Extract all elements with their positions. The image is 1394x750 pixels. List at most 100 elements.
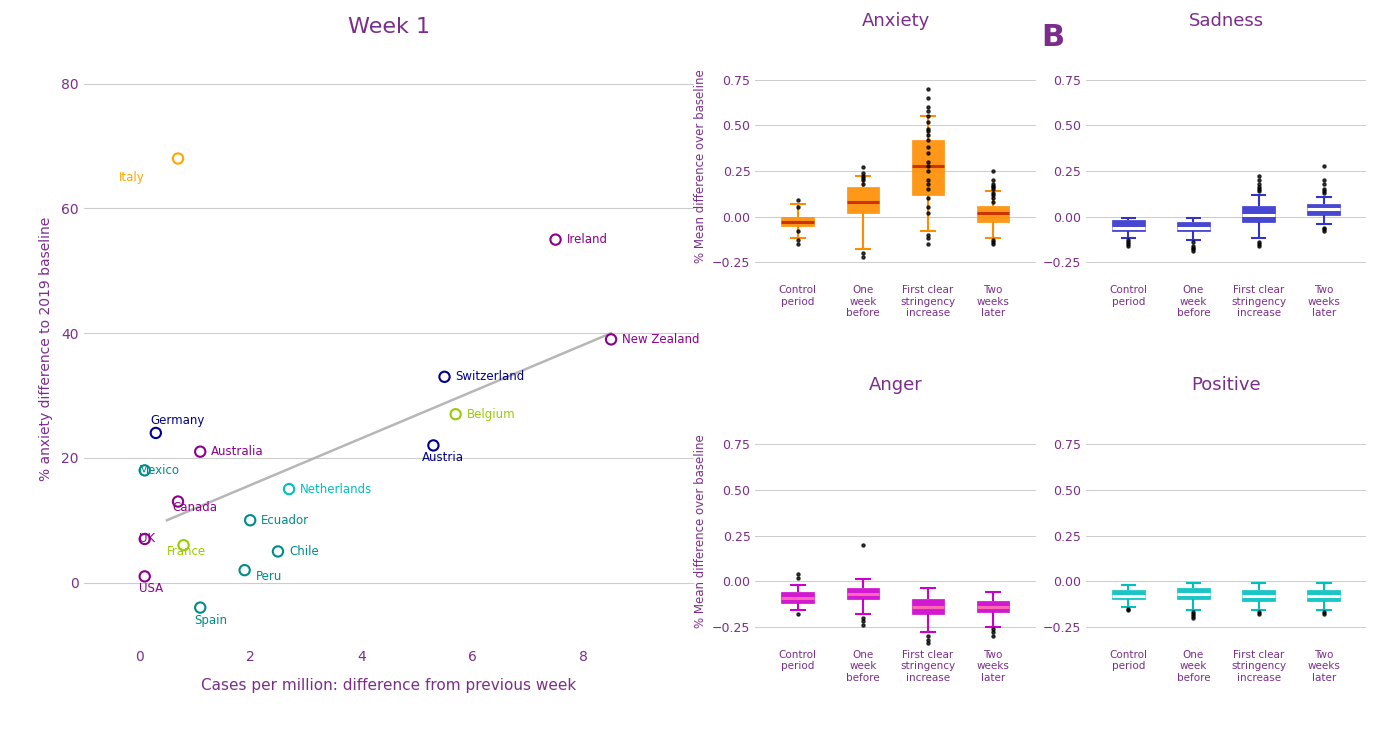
- Bar: [1308, 590, 1340, 602]
- Text: Chile: Chile: [289, 545, 319, 558]
- Point: [238, 514, 261, 526]
- Bar: [782, 592, 814, 603]
- Point: [917, 160, 940, 172]
- Text: Switzerland: Switzerland: [456, 370, 526, 383]
- Point: [1248, 182, 1270, 194]
- Point: [981, 238, 1004, 250]
- Text: Ecuador: Ecuador: [261, 514, 309, 526]
- Bar: [846, 589, 880, 599]
- Point: [1248, 185, 1270, 197]
- Text: Italy: Italy: [118, 171, 145, 184]
- Bar: [1308, 204, 1340, 214]
- Point: [1313, 160, 1335, 172]
- Point: [852, 619, 874, 631]
- Bar: [846, 188, 880, 213]
- Point: [981, 174, 1004, 186]
- Point: [917, 634, 940, 646]
- Point: [1182, 242, 1204, 254]
- Point: [1248, 240, 1270, 252]
- Point: [917, 202, 940, 214]
- Point: [917, 125, 940, 137]
- Point: [1313, 183, 1335, 195]
- Point: [981, 234, 1004, 246]
- Point: [917, 178, 940, 190]
- Text: Netherlands: Netherlands: [300, 482, 372, 496]
- Point: [266, 545, 289, 557]
- Point: [917, 192, 940, 204]
- Point: [1313, 178, 1335, 190]
- Point: [981, 236, 1004, 248]
- Y-axis label: % anxiety difference to 2019 baseline: % anxiety difference to 2019 baseline: [39, 217, 53, 481]
- Point: [981, 187, 1004, 199]
- Point: [917, 238, 940, 250]
- Text: Mexico: Mexico: [139, 464, 180, 477]
- Text: Spain: Spain: [195, 614, 227, 626]
- Point: [1313, 224, 1335, 236]
- Point: [1313, 221, 1335, 233]
- Point: [1117, 602, 1139, 614]
- Point: [981, 182, 1004, 194]
- Point: [852, 251, 874, 262]
- Point: [786, 234, 809, 246]
- Point: [1117, 234, 1139, 246]
- Point: [917, 128, 940, 140]
- Y-axis label: % Mean difference over baseline: % Mean difference over baseline: [694, 70, 707, 263]
- Point: [981, 630, 1004, 642]
- Point: [917, 630, 940, 642]
- Point: [852, 174, 874, 186]
- Point: [852, 612, 874, 624]
- Text: Canada: Canada: [173, 501, 217, 515]
- Point: [981, 179, 1004, 191]
- Text: Anger: Anger: [868, 376, 923, 394]
- Point: [917, 229, 940, 241]
- Point: [1182, 612, 1204, 624]
- Text: UK: UK: [139, 532, 155, 545]
- Point: [1117, 238, 1139, 250]
- Point: [1182, 606, 1204, 618]
- Point: [786, 238, 809, 250]
- Point: [917, 83, 940, 95]
- Text: Ireland: Ireland: [566, 233, 608, 246]
- Point: [1182, 245, 1204, 257]
- Point: [917, 101, 940, 113]
- Text: Australia: Australia: [212, 446, 263, 458]
- Point: [1313, 185, 1335, 197]
- Bar: [977, 602, 1009, 612]
- Point: [1248, 178, 1270, 190]
- Point: [981, 178, 1004, 190]
- Text: New Zealand: New Zealand: [622, 333, 700, 346]
- Point: [917, 134, 940, 146]
- Point: [1117, 604, 1139, 616]
- Point: [1117, 240, 1139, 252]
- Point: [852, 172, 874, 184]
- Text: Anxiety: Anxiety: [861, 12, 930, 30]
- Point: [981, 189, 1004, 201]
- Text: B: B: [1041, 22, 1064, 52]
- Point: [852, 161, 874, 173]
- Text: USA: USA: [139, 582, 163, 596]
- Text: Positive: Positive: [1192, 376, 1260, 394]
- Point: [917, 232, 940, 244]
- Text: Germany: Germany: [151, 414, 205, 427]
- Point: [599, 334, 622, 346]
- Point: [917, 141, 940, 153]
- Point: [852, 615, 874, 627]
- Bar: [1242, 206, 1276, 222]
- Point: [852, 538, 874, 550]
- Text: Week 1: Week 1: [348, 17, 431, 37]
- Point: [981, 622, 1004, 634]
- Point: [917, 92, 940, 104]
- Text: Peru: Peru: [255, 570, 282, 583]
- Point: [917, 156, 940, 168]
- Point: [786, 194, 809, 206]
- Point: [1313, 225, 1335, 237]
- Y-axis label: % Mean difference over baseline: % Mean difference over baseline: [694, 434, 707, 628]
- Point: [134, 533, 156, 545]
- Point: [917, 116, 940, 128]
- Point: [981, 196, 1004, 208]
- Point: [852, 166, 874, 178]
- Point: [786, 225, 809, 237]
- Point: [145, 427, 167, 439]
- Point: [1248, 170, 1270, 182]
- Point: [852, 247, 874, 259]
